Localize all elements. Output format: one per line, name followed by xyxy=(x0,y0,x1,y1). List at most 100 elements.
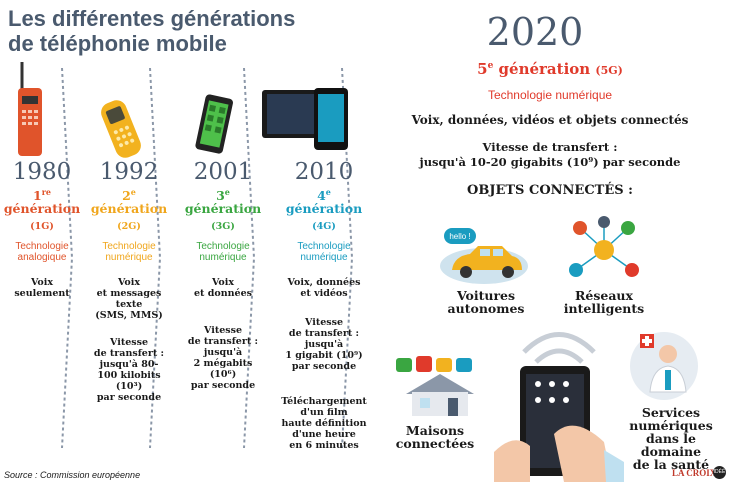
cars-line: Voitures xyxy=(456,288,516,303)
uses-text: Voix, données et vidéos xyxy=(276,277,372,299)
generation-2-column: 1992 2e génération (2G) Technologie numé… xyxy=(86,160,172,403)
speed-line: jusqu'à 80- xyxy=(99,359,159,371)
generation-code: (2G) xyxy=(117,221,141,233)
generation-code: (1G) xyxy=(30,221,54,233)
download-line: Téléchargement xyxy=(281,396,367,408)
year-label: 1992 xyxy=(99,159,159,185)
speed-line: par seconde xyxy=(96,392,162,404)
speed-line: de transfert : xyxy=(187,336,259,348)
cars-label: Voitures autonomes xyxy=(440,289,532,315)
uses-line: Voix xyxy=(211,277,235,289)
networks-label: Réseaux intelligents xyxy=(558,289,650,315)
uses-line: Voix xyxy=(117,277,141,289)
doctor-icon xyxy=(630,332,698,400)
generation-word: génération xyxy=(184,201,262,217)
generation-label: 4e génération xyxy=(276,186,372,215)
tablet-smartphone-icon xyxy=(262,88,348,150)
networks-line: Réseaux xyxy=(575,288,633,303)
uses-line: et données xyxy=(194,288,252,300)
generation-suffix: e xyxy=(224,187,230,197)
year-2020: 2020 xyxy=(486,10,584,54)
generation-number: 3 xyxy=(216,188,225,204)
generation-5-label: 5e génération (5G) xyxy=(380,60,720,78)
tech-line: Technologie xyxy=(297,241,351,253)
networks-line: intelligents xyxy=(563,301,645,316)
la-croix-logo: LA CROIX xyxy=(672,468,717,478)
generation-word: génération xyxy=(90,201,168,217)
uses-text: Voix seulement xyxy=(2,277,82,299)
technology-type: Technologie numérique xyxy=(180,241,266,263)
speed-line: par seconde xyxy=(291,361,357,373)
cars-line: autonomes xyxy=(447,301,525,316)
generation-1-column: 1980 1re génération (1G) Technologie ana… xyxy=(2,160,82,299)
uses-line: seulement xyxy=(14,288,70,300)
generation-word: génération xyxy=(285,201,363,217)
generation-word: génération xyxy=(498,60,591,78)
smartphone-3g-icon xyxy=(195,94,233,154)
health-line: dans le domaine xyxy=(640,431,702,459)
speed-line: jusqu'à 10-20 gigabits (10⁹) par seconde xyxy=(419,155,681,169)
speed-line: jusqu'à xyxy=(304,339,344,351)
speed-line: de transfert : xyxy=(288,328,360,340)
brick-phone-icon xyxy=(18,62,42,156)
title-line-1: Les différentes générations xyxy=(8,6,296,31)
health-line: de la santé xyxy=(632,457,710,472)
year-label: 2010 xyxy=(294,159,354,185)
speed-line: 1 gigabit (10⁹) xyxy=(285,350,363,362)
generation-number: 4 xyxy=(317,188,326,204)
homes-line: Maisons xyxy=(405,423,465,438)
tech-line: Technologie xyxy=(15,241,69,253)
uses-text: Voix et messages texte (SMS, MMS) xyxy=(86,277,172,321)
technology-type-5g: Technologie numérique xyxy=(487,88,613,102)
year-label: 2001 xyxy=(193,159,253,185)
tech-line: analogique xyxy=(17,252,67,264)
health-label: Services numériques dans le domaine de l… xyxy=(618,406,724,471)
tech-line: numérique xyxy=(199,252,247,264)
speed-line: par seconde xyxy=(190,380,256,392)
homes-label: Maisons connectées xyxy=(380,424,490,450)
tech-line: numérique xyxy=(105,252,153,264)
speed-line: Vitesse de transfert : xyxy=(482,140,618,154)
speed-line: 2 mégabits (10⁶) xyxy=(193,358,253,381)
technology-type: Technologie numérique xyxy=(276,241,372,263)
speed-text: Vitesse de transfert : jusqu'à 80- 100 k… xyxy=(86,337,172,403)
generation-number: 2 xyxy=(122,188,131,204)
generation-number: 1 xyxy=(32,188,42,204)
technology-type: Technologie numérique xyxy=(86,241,172,263)
speed-text: Vitesse de transfert : jusqu'à 1 gigabit… xyxy=(276,317,372,372)
technology-type: Technologie analogique xyxy=(2,241,82,263)
generation-label: 1re génération xyxy=(2,186,82,215)
download-line: d'un film xyxy=(300,407,348,419)
page-title: Les différentes générations de téléphoni… xyxy=(8,6,308,56)
generation-suffix: e xyxy=(487,61,494,71)
speed-line: de transfert : xyxy=(93,348,165,360)
car-icon: hello ! xyxy=(440,228,528,284)
generation-code: (5G) xyxy=(595,64,623,77)
speed-line: jusqu'à xyxy=(203,347,243,359)
speed-line: Vitesse xyxy=(204,325,242,337)
generation-suffix: re xyxy=(41,187,51,197)
speed-line: Vitesse xyxy=(305,317,343,329)
generation-3-column: 2001 3e génération (3G) Technologie numé… xyxy=(180,160,266,391)
uses-line: (SMS, MMS) xyxy=(95,310,163,322)
generation-code: (3G) xyxy=(211,221,235,233)
generation-label: 2e génération xyxy=(86,186,172,215)
uses-line: et vidéos xyxy=(300,288,348,300)
uses-line: Voix xyxy=(30,277,54,289)
feature-phone-icon xyxy=(101,100,141,158)
house-icon xyxy=(396,356,474,416)
tech-line: Technologie xyxy=(102,241,156,253)
source-credit: Source : Commission européenne xyxy=(4,470,141,480)
tech-line: numérique xyxy=(300,252,348,264)
uses-text: Voix et données xyxy=(180,277,266,299)
year-label: 1980 xyxy=(12,159,72,185)
network-icon xyxy=(569,216,639,277)
uses-line: Voix, données xyxy=(287,277,361,289)
speed-line: Vitesse xyxy=(110,337,148,349)
uses-line: texte xyxy=(115,299,143,311)
speed-text: Vitesse de transfert : jusqu'à 2 mégabit… xyxy=(180,325,266,391)
logo-badge-icon: IDÉÉ xyxy=(713,466,726,479)
tablet-wifi-icon xyxy=(494,332,624,482)
generation-suffix: e xyxy=(130,187,136,197)
generation-code: (4G) xyxy=(312,221,336,233)
